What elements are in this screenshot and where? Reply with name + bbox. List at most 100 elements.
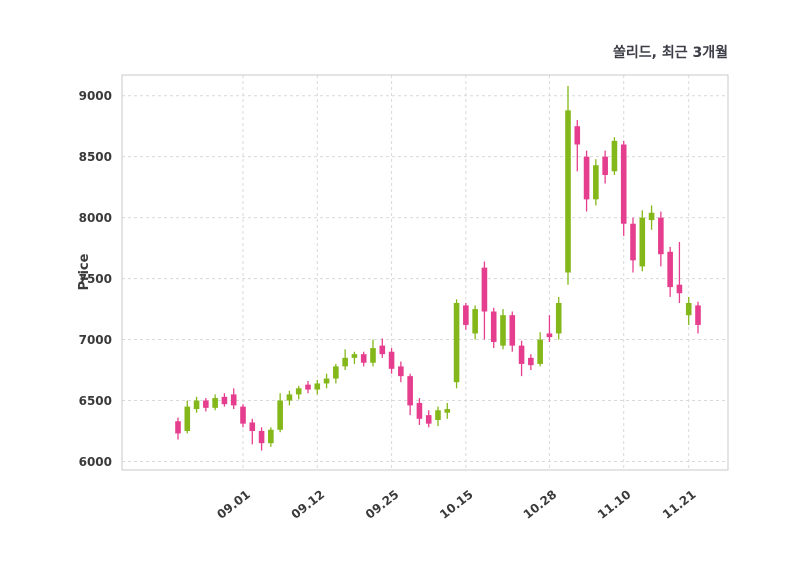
- candle-body: [685, 302, 692, 316]
- candle: [333, 363, 339, 384]
- candle-body: [593, 165, 599, 200]
- candle-body: [314, 383, 321, 390]
- candle: [695, 301, 701, 334]
- y-tick-label: 8000: [79, 211, 112, 225]
- candle: [565, 85, 571, 285]
- y-tick-label: 6500: [79, 394, 112, 408]
- candle: [620, 140, 627, 236]
- candle: [277, 393, 283, 433]
- x-tick-label: 09.25: [363, 487, 402, 521]
- y-tick-label: 9000: [79, 89, 112, 103]
- candle: [407, 373, 413, 416]
- candle-body: [258, 430, 265, 444]
- candle: [203, 398, 209, 412]
- candle-body: [277, 400, 283, 430]
- candle-body: [620, 144, 627, 224]
- candle-body: [528, 357, 534, 366]
- candle: [537, 332, 543, 367]
- candle: [546, 315, 553, 342]
- candle-body: [537, 339, 543, 364]
- candle-body: [221, 396, 228, 405]
- x-tick-label: 11.10: [595, 487, 634, 521]
- candle-body: [500, 315, 506, 346]
- candle-body: [212, 398, 218, 408]
- candle: [611, 137, 618, 175]
- candle-body: [184, 406, 191, 431]
- candle-body: [388, 351, 395, 369]
- candle: [509, 311, 516, 352]
- candle: [472, 305, 478, 340]
- candle: [193, 396, 200, 413]
- candle-body: [490, 311, 497, 342]
- candle: [370, 339, 376, 367]
- candle: [175, 417, 181, 440]
- gridlines: [122, 75, 728, 470]
- candles: [175, 85, 701, 451]
- candle-body: [444, 409, 451, 413]
- x-tick-label: 09.12: [289, 487, 328, 521]
- candle-body: [295, 388, 302, 395]
- candle-body: [583, 156, 590, 200]
- candle: [574, 120, 581, 172]
- candle: [500, 309, 506, 350]
- candle-body: [639, 217, 646, 267]
- candle-body: [602, 156, 608, 175]
- candle-body: [658, 217, 664, 255]
- candle: [305, 381, 311, 394]
- x-tick-label: 10.28: [521, 487, 560, 521]
- candle-body: [546, 333, 553, 338]
- x-tick-label: 10.15: [437, 487, 476, 521]
- candle-body: [416, 402, 423, 419]
- candle: [667, 246, 673, 297]
- candle: [258, 427, 265, 451]
- x-axis-ticks: 09.01 09.12 09.25 10.15 10.28 11.10 11.21: [214, 487, 698, 521]
- candle: [351, 351, 358, 364]
- candle-body: [398, 366, 404, 377]
- candle-body: [453, 302, 460, 383]
- candle: [240, 404, 246, 428]
- y-tick-label: 7500: [79, 272, 112, 286]
- candle-body: [249, 422, 256, 431]
- candle: [416, 398, 423, 425]
- candle: [555, 296, 562, 340]
- candle-body: [193, 400, 200, 410]
- candle-body: [333, 366, 339, 379]
- y-axis-ticks: 6000 6500 7000 7500 8000 8500 9000: [79, 89, 112, 469]
- candle: [388, 348, 395, 374]
- candle: [648, 205, 655, 230]
- candle: [583, 150, 590, 212]
- candle: [398, 361, 404, 383]
- candle: [286, 390, 293, 406]
- candle-body: [676, 284, 683, 294]
- candle: [481, 261, 488, 340]
- candle: [342, 349, 348, 371]
- candle: [593, 159, 599, 206]
- y-tick-label: 6000: [79, 455, 112, 469]
- plot-border: [121, 74, 729, 471]
- candle-body: [360, 354, 367, 363]
- candle: [463, 302, 469, 330]
- candle: [268, 427, 274, 447]
- candle-body: [574, 126, 581, 145]
- candle-body: [203, 400, 209, 408]
- candle: [360, 351, 367, 367]
- candle-body: [695, 305, 701, 325]
- y-tick-label: 8500: [79, 150, 112, 164]
- candle: [425, 410, 432, 428]
- candle-body: [342, 357, 348, 367]
- candle: [602, 150, 608, 184]
- x-tick-label: 09.01: [214, 487, 253, 521]
- candle: [379, 338, 386, 358]
- candle: [221, 393, 228, 407]
- candle: [295, 385, 302, 400]
- candle-body: [305, 384, 311, 390]
- candle-body: [407, 376, 413, 406]
- candle-body: [555, 302, 562, 334]
- candle: [212, 394, 218, 411]
- candle-body: [565, 110, 571, 273]
- candle-body: [481, 267, 488, 312]
- candle: [444, 402, 451, 419]
- candle-body: [463, 305, 469, 325]
- y-tick-label: 7000: [79, 333, 112, 347]
- candle: [323, 373, 330, 389]
